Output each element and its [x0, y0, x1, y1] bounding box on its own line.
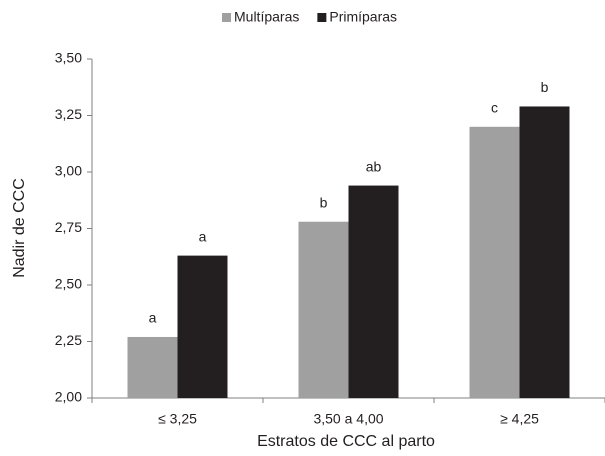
bar-annotation: b [320, 194, 328, 210]
bar [348, 185, 399, 398]
bar-annotation: ab [366, 158, 382, 174]
y-axis-label: Nadir de CCC [11, 178, 28, 278]
bar-annotation: b [541, 79, 549, 95]
x-tick-label: ≤ 3,25 [158, 411, 197, 427]
y-tick-label: 2,00 [55, 389, 82, 405]
bar [519, 106, 570, 399]
bar [469, 126, 520, 399]
legend-swatch [222, 13, 231, 22]
x-axis-label: Estratos de CCC al parto [257, 433, 435, 450]
bar-annotation: c [491, 100, 498, 116]
legend-label: Multíparas [234, 9, 299, 25]
legend-swatch [317, 13, 327, 22]
bar [127, 336, 178, 398]
y-tick-label: 2,75 [55, 219, 82, 235]
x-tick-label: 3,50 a 4,00 [313, 411, 383, 427]
y-tick-label: 3,25 [55, 106, 82, 122]
y-tick-label: 2,25 [55, 332, 82, 348]
x-tick-label: ≥ 4,25 [500, 411, 539, 427]
bar-annotation: a [199, 228, 207, 244]
bar [298, 221, 349, 398]
bar [177, 255, 228, 398]
bar-annotation: a [149, 310, 157, 326]
y-tick-label: 3,50 [55, 50, 82, 66]
legend-label: Primíparas [329, 9, 397, 25]
y-tick-label: 2,50 [55, 276, 82, 292]
y-tick-label: 3,00 [55, 163, 82, 179]
